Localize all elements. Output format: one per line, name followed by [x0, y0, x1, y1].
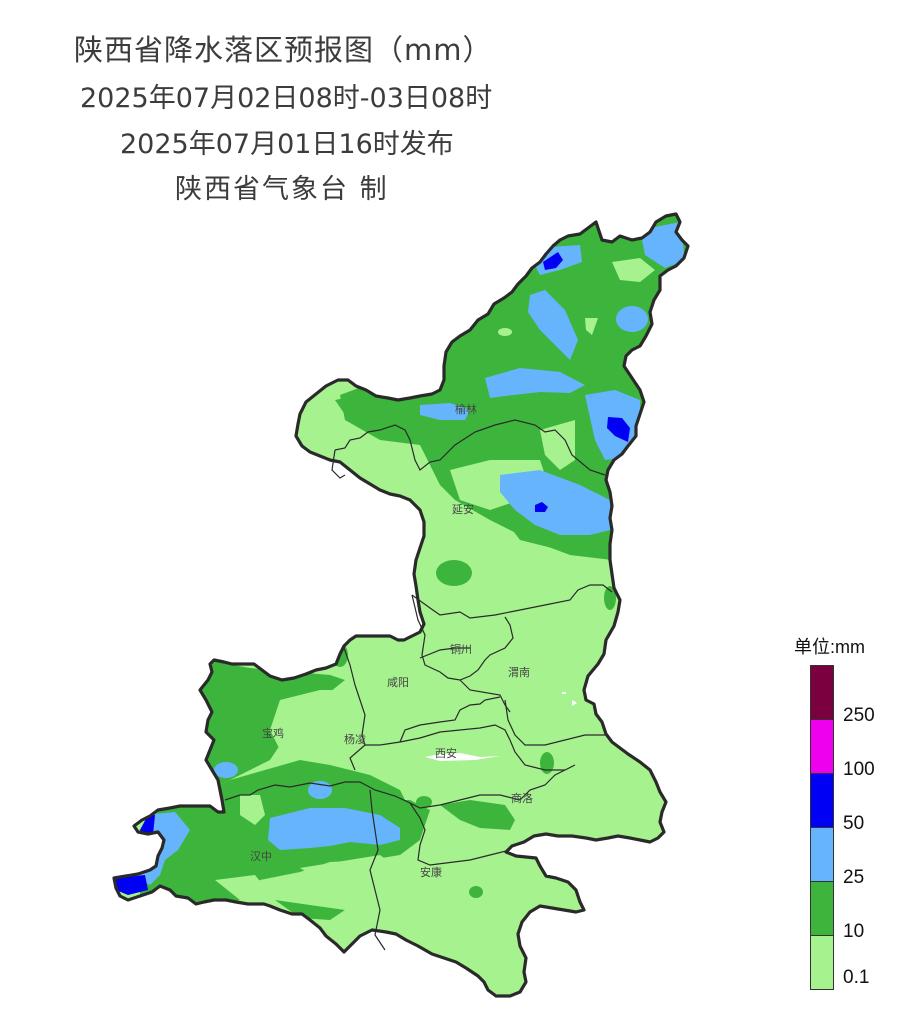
city-label: 延安	[452, 502, 474, 516]
legend-colorbar	[810, 665, 834, 990]
legend-swatch	[810, 935, 834, 990]
legend-swatch	[810, 719, 834, 773]
precip-blue-zones	[115, 252, 630, 895]
legend-swatch	[810, 665, 834, 719]
city-label: 西安	[435, 746, 457, 760]
city-label: 汉中	[250, 850, 272, 863]
legend-label: 25	[843, 867, 865, 888]
producer: 陕西省气象台 制	[175, 174, 389, 205]
city-label: 杨凌	[344, 732, 366, 746]
legend-label: 250	[843, 705, 875, 726]
legend-label: 100	[843, 759, 875, 780]
precip-gaps	[425, 692, 577, 761]
legend-label: 50	[843, 813, 865, 834]
city-label: 榆林	[455, 402, 477, 416]
city-label: 咸阳	[387, 676, 409, 689]
city-label: 宝鸡	[262, 726, 284, 740]
valid-period: 2025年07月02日08时-03日08时	[80, 83, 493, 114]
legend-label: 10	[843, 921, 865, 942]
legend-title: 单位:mm	[794, 637, 865, 657]
legend-label: 0.1	[843, 967, 870, 988]
province-outline	[112, 212, 690, 998]
map-title: 陕西省降水落区预报图（mm）	[74, 33, 493, 67]
city-label: 商洛	[511, 791, 533, 805]
issue-time: 2025年07月01日16时发布	[120, 129, 454, 160]
city-label: 铜川	[450, 642, 472, 656]
city-label: 安康	[420, 865, 442, 879]
legend-swatch	[810, 827, 834, 881]
city-label: 渭南	[508, 666, 530, 679]
legend-swatch	[810, 773, 834, 827]
city-boundaries	[224, 419, 613, 951]
legend-swatch	[810, 881, 834, 935]
